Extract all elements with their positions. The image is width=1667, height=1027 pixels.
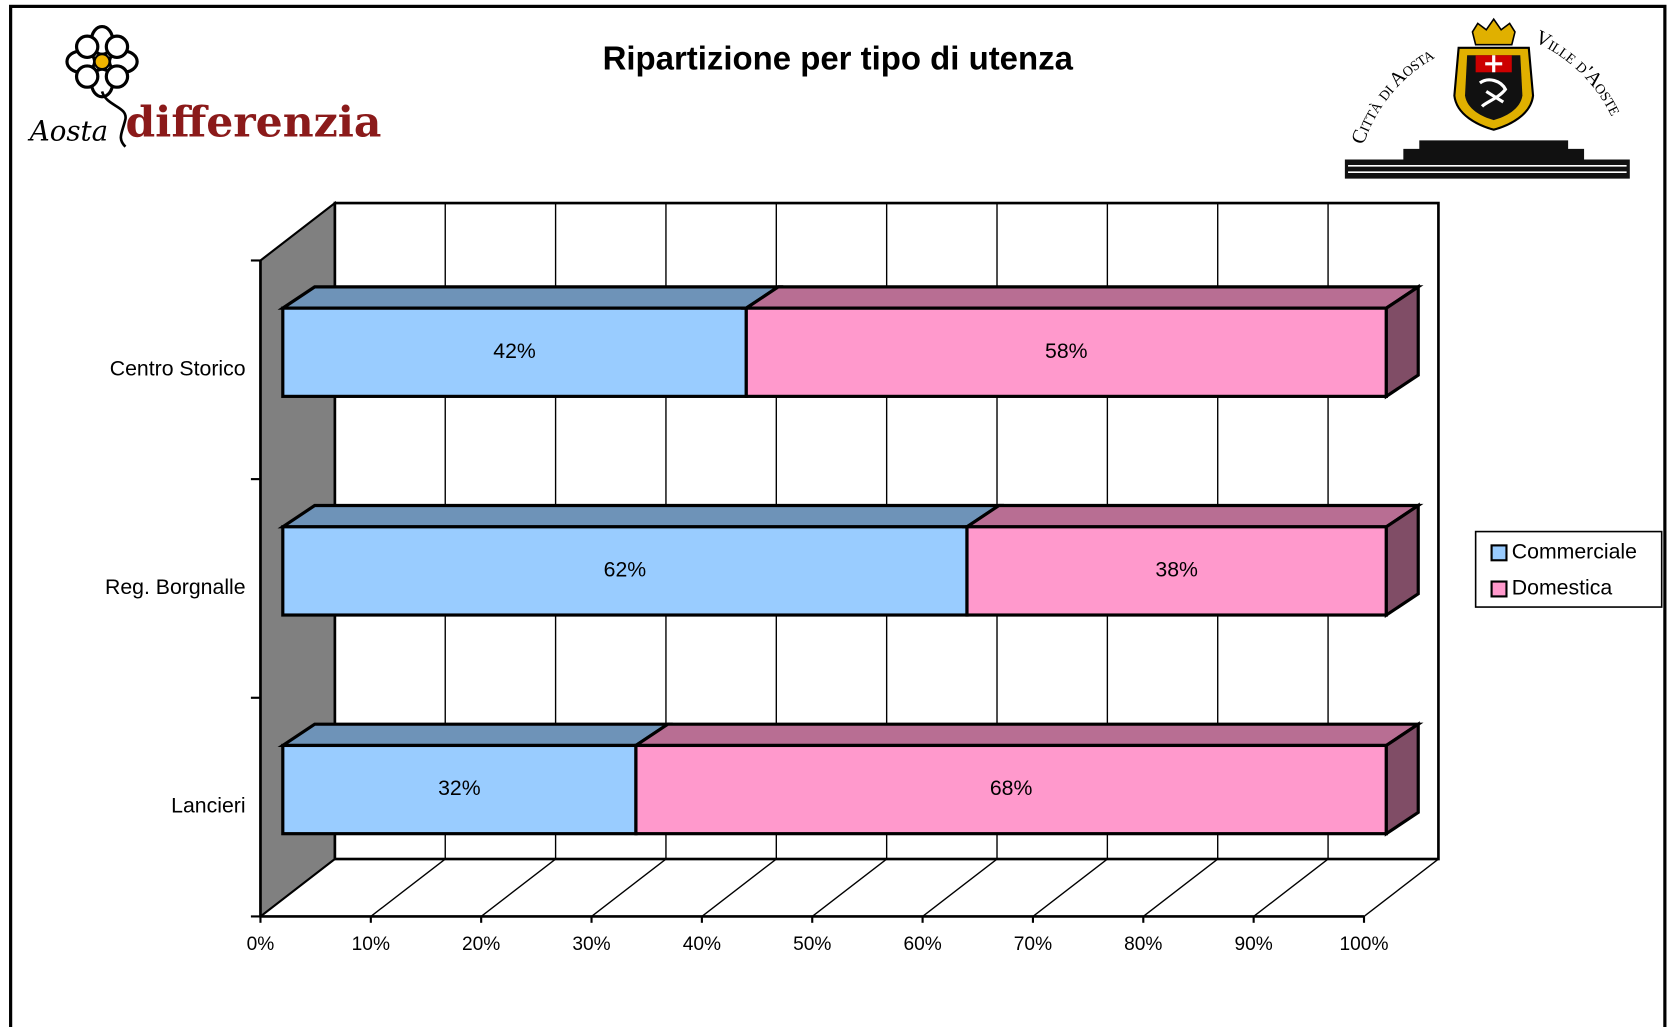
value-label: 32% bbox=[438, 776, 481, 800]
bar-top bbox=[961, 503, 1424, 529]
value-label: 42% bbox=[493, 339, 536, 363]
bar bbox=[281, 306, 748, 398]
logo-right: Città di Aosta Ville d'Aoste bbox=[1344, 17, 1630, 179]
bar bbox=[281, 743, 638, 836]
x-tick-label: 70% bbox=[1014, 934, 1052, 955]
x-tick-label: 60% bbox=[903, 934, 941, 955]
floor-grid-line bbox=[591, 858, 667, 917]
legend: Commerciale Domestica bbox=[1474, 530, 1663, 608]
value-label: 68% bbox=[990, 776, 1033, 800]
floor-grid-line bbox=[370, 858, 446, 917]
floor-grid-line bbox=[811, 858, 888, 917]
floor-grid-line bbox=[922, 858, 998, 917]
logo-arc-left: Città di Aosta bbox=[1347, 42, 1438, 147]
legend-label: Commerciale bbox=[1512, 539, 1637, 563]
bar-top bbox=[277, 285, 784, 310]
x-tick-label: 10% bbox=[352, 934, 390, 955]
floor-grid-line bbox=[701, 858, 777, 917]
x-tick-label: 40% bbox=[683, 934, 721, 955]
floor-grid-line bbox=[260, 858, 336, 917]
chart-title: Ripartizione per tipo di utenza bbox=[603, 39, 1074, 76]
logo-arc-right-text: Ville d'Aoste bbox=[1532, 26, 1627, 119]
logo-arc-right: Ville d'Aoste bbox=[1532, 26, 1627, 119]
value-label: 58% bbox=[1045, 339, 1088, 363]
legend-swatch bbox=[1490, 580, 1508, 598]
bar-top bbox=[277, 503, 1005, 529]
logo-arc-left-text: Città di Aosta bbox=[1347, 42, 1438, 147]
y-tick-label: Centro Storico bbox=[110, 356, 246, 380]
bar-top bbox=[277, 722, 674, 748]
x-tick-label: 30% bbox=[572, 934, 610, 955]
value-label: 38% bbox=[1155, 558, 1198, 582]
bar-top bbox=[741, 285, 1424, 310]
value-label: 62% bbox=[604, 558, 647, 582]
x-tick-label: 20% bbox=[462, 934, 500, 955]
legend-label: Domestica bbox=[1512, 576, 1613, 600]
floor-grid-line bbox=[1363, 858, 1439, 917]
floor-grid-line bbox=[1253, 858, 1329, 917]
bar bbox=[634, 743, 1388, 836]
floor-grid-line bbox=[1142, 858, 1219, 917]
y-tick-label: Reg. Borgnalle bbox=[105, 575, 246, 599]
bar bbox=[965, 525, 1388, 617]
bar-side bbox=[1384, 502, 1420, 619]
floor-grid-line bbox=[480, 858, 557, 917]
y-tick-label: Lancieri bbox=[171, 794, 245, 818]
logo-prefix: Aosta bbox=[27, 114, 108, 147]
frame bbox=[9, 4, 1667, 1027]
x-tick-label: 0% bbox=[247, 934, 275, 955]
bar bbox=[281, 525, 969, 617]
bar-side bbox=[1384, 721, 1420, 837]
bar-side bbox=[1384, 283, 1420, 400]
x-tick-label: 100% bbox=[1340, 934, 1389, 955]
x-tick-label: 80% bbox=[1124, 934, 1162, 955]
bar-top bbox=[630, 722, 1424, 748]
floor-grid-line bbox=[1032, 858, 1108, 917]
x-tick-label: 90% bbox=[1235, 934, 1273, 955]
x-tick-label: 50% bbox=[793, 934, 831, 955]
bar bbox=[744, 306, 1388, 398]
logo-name: differenzia bbox=[125, 97, 381, 147]
legend-swatch bbox=[1490, 544, 1508, 562]
logo-left: Aosta differenzia bbox=[27, 24, 381, 148]
